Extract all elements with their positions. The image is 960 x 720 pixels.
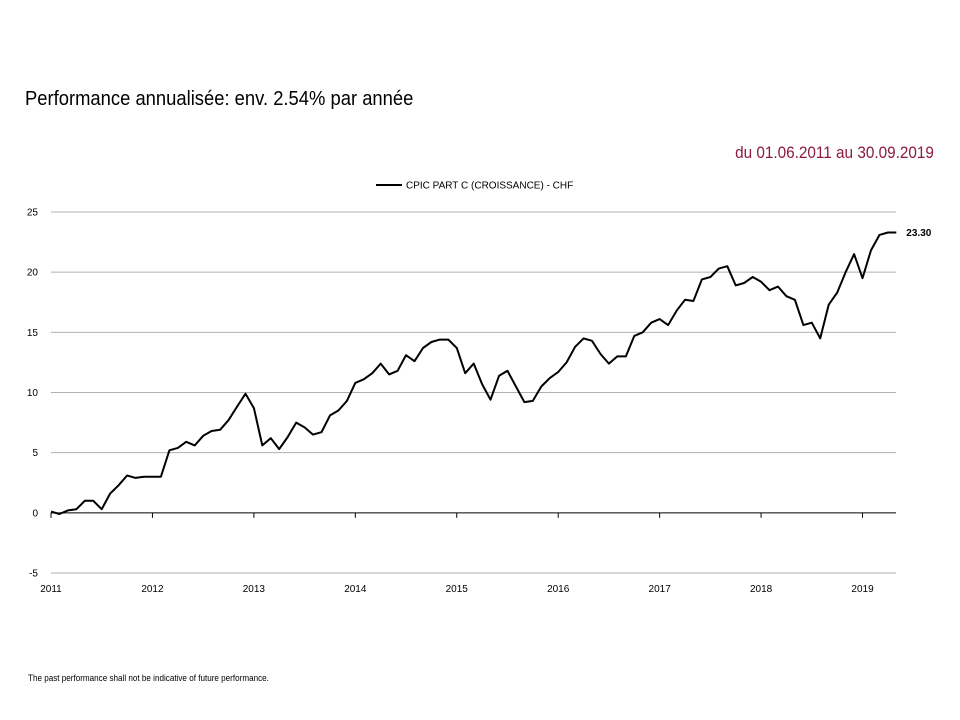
chart-headline: Performance annualisée: env. 2.54% par a… (25, 88, 414, 110)
y-tick-label: 5 (32, 448, 38, 459)
legend-entry: CPIC PART C (CROISSANCE) - CHF (406, 181, 573, 192)
x-tick-label: 2018 (750, 584, 773, 595)
x-axis (50, 512, 896, 518)
disclaimer: The past performance shall not be indica… (28, 673, 269, 683)
x-tick-label: 2011 (40, 584, 62, 595)
y-tick-label: 10 (27, 388, 39, 399)
y-tick-label: 0 (32, 508, 38, 519)
x-tick-label: 2016 (547, 584, 570, 595)
y-tick-label: 20 (27, 268, 39, 279)
x-tick-label: 2014 (344, 584, 367, 595)
x-tick-label: 2019 (851, 584, 874, 595)
y-axis-labels: -5 0 5 10 15 20 25 (27, 208, 39, 580)
period-label: du 01.06.2011 au 30.09.2019 (735, 143, 934, 162)
x-axis-labels: 2011 2012 2013 2014 2015 2016 2017 2018 2019 (40, 584, 874, 595)
y-tick-label: 25 (27, 208, 39, 219)
y-tick-label: 15 (27, 328, 39, 339)
series-line (50, 231, 897, 515)
x-tick-label: 2012 (141, 584, 164, 595)
legend: CPIC PART C (CROISSANCE) - CHF (376, 181, 573, 192)
series-group: 23.30 (50, 228, 932, 515)
x-tick-label: 2013 (243, 584, 266, 595)
x-tick-label: 2017 (649, 584, 672, 595)
y-tick-label: -5 (29, 569, 38, 580)
end-value-label: 23.30 (906, 228, 931, 239)
gridlines (51, 211, 896, 574)
x-tick-label: 2015 (446, 584, 469, 595)
